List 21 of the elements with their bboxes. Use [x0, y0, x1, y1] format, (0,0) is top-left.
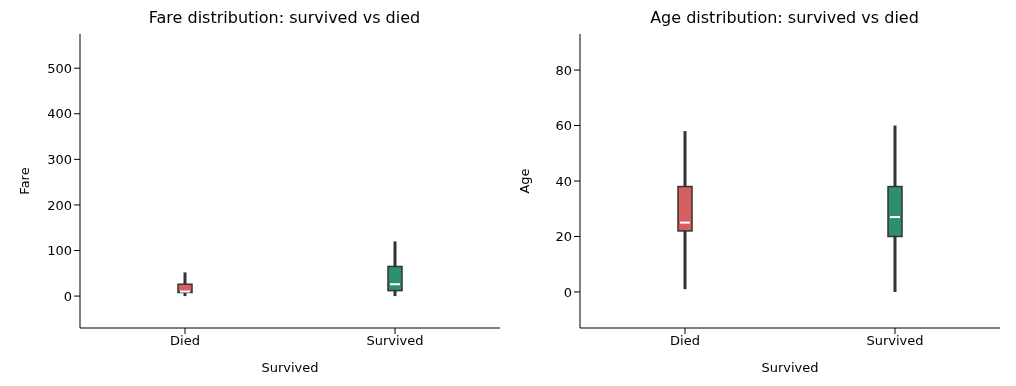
y-tick-label: 100: [47, 243, 72, 259]
x-tick-label: Died: [670, 333, 700, 349]
y-tick-label: 80: [555, 62, 572, 78]
y-tick-label: 60: [555, 118, 572, 134]
x-axis-title: Survived: [261, 360, 319, 375]
x-tick-label: Survived: [866, 333, 924, 349]
y-tick-label: 20: [555, 229, 572, 245]
x-tick-label: Died: [170, 333, 200, 349]
x-tick-label: Survived: [366, 333, 424, 349]
y-tick-label: 400: [47, 106, 72, 122]
chart-title: Age distribution: survived vs died: [649, 8, 920, 29]
x-axis-title: Survived: [761, 360, 819, 375]
y-tick-label: 40: [555, 173, 572, 189]
chart-title: Fare distribution: survived vs died: [147, 8, 422, 29]
y-tick-label: 0: [63, 288, 72, 304]
y-tick-label: 500: [47, 60, 72, 76]
y-tick-label: 200: [47, 197, 72, 213]
y-axis-title: Fare: [16, 167, 32, 195]
y-axis-title: Age: [516, 168, 532, 194]
y-tick-label: 300: [47, 151, 72, 167]
y-tick-label: 0: [563, 284, 572, 300]
